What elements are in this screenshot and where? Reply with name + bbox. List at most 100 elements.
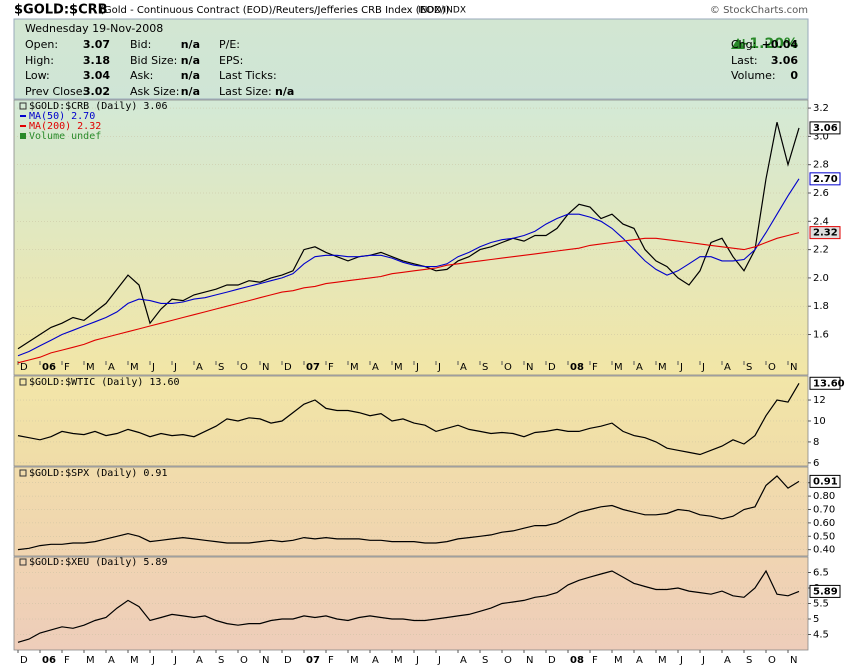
x-tick-label: M (130, 655, 139, 666)
value-tag-label: 0.91 (813, 476, 838, 487)
x-tick-label: D (548, 655, 556, 666)
y-tick-label: 0.40 (813, 545, 835, 556)
x-tick-label: 07 (306, 655, 320, 666)
quote-value: 3.06 (771, 54, 798, 67)
quote-label: Chg: (731, 38, 756, 51)
x-tick-label: J (437, 655, 441, 666)
quote-label: High: (25, 54, 54, 67)
quote-label: Bid Size: (130, 54, 177, 67)
value-tag-label: 5.89 (813, 586, 838, 597)
y-tick-label: 3.0 (813, 131, 829, 142)
x-tick-label: 06 (42, 362, 56, 373)
x-tick-label: F (328, 655, 334, 666)
x-tick-label: S (482, 362, 488, 373)
x-tick-label: D (284, 362, 292, 373)
quote-value: +0.04 (762, 38, 799, 51)
x-tick-label: O (504, 362, 512, 373)
x-tick-label: M (394, 655, 403, 666)
x-tick-label: A (636, 655, 643, 666)
legend-label: $GOLD:$CRB (Daily) 3.06 (29, 101, 167, 112)
y-tick-label: 2.4 (813, 216, 829, 227)
x-tick-label: N (790, 362, 797, 373)
legend-icon (19, 558, 27, 566)
panel: 4.555.566.5D06FMAMJJASOND07FMAMJJASOND08… (13, 556, 841, 666)
quote-value: n/a (181, 69, 200, 82)
legend-label: $GOLD:$XEU (Daily) 5.89 (29, 557, 167, 568)
quote-label: Ask Size: (130, 85, 179, 98)
x-tick-label: N (790, 655, 797, 666)
description: (Gold - Continuous Contract (EOD)/Reuter… (100, 5, 449, 16)
x-tick-label: F (592, 655, 598, 666)
quote-value: n/a (275, 85, 294, 98)
quote-label: Prev Close: (25, 85, 86, 98)
x-tick-label: F (592, 362, 598, 373)
y-tick-label: 0.80 (813, 491, 835, 502)
symbol: $GOLD:$CRB (14, 3, 108, 18)
x-tick-label: M (394, 362, 403, 373)
x-tick-label: A (724, 362, 731, 373)
x-tick-label: M (658, 655, 667, 666)
quote-change-pct: +1.20% (738, 36, 798, 52)
x-tick-label: J (679, 362, 683, 373)
y-tick-label: 5.5 (813, 599, 829, 610)
y-tick-label: 2.2 (813, 245, 829, 256)
x-tick-label: A (108, 362, 115, 373)
x-tick-label: J (437, 362, 441, 373)
x-tick-label: M (614, 655, 623, 666)
x-tick-label: J (151, 362, 155, 373)
x-tick-label: M (658, 362, 667, 373)
x-tick-label: J (173, 655, 177, 666)
x-tick-label: D (548, 362, 556, 373)
series-line (17, 178, 800, 357)
x-tick-label: A (460, 362, 467, 373)
y-tick-label: 1.8 (813, 301, 829, 312)
y-tick-label: 1.6 (813, 330, 829, 341)
x-tick-label: S (482, 655, 488, 666)
x-tick-label: N (262, 655, 269, 666)
quote-value: 3.04 (83, 69, 110, 82)
legend-label: $GOLD:$WTIC (Daily) 13.60 (29, 377, 180, 388)
x-tick-label: O (240, 362, 248, 373)
y-tick-label: 12 (813, 395, 826, 406)
x-tick-label: 08 (570, 655, 584, 666)
value-tag (809, 172, 841, 186)
x-tick-label: N (526, 362, 533, 373)
header: $GOLD:$CRB (Gold - Continuous Contract (… (14, 3, 808, 18)
quote-value: n/a (181, 38, 200, 51)
y-tick-label: 10 (813, 416, 826, 427)
y-tick-label: 6.5 (813, 568, 829, 579)
y-tick-label: 8 (813, 437, 819, 448)
series-line (17, 475, 800, 551)
panel: 6 8 10 12 $GOLD:$WTIC (Daily) 13.60 13.60 (13, 375, 845, 469)
quote-value: 3.02 (83, 85, 110, 98)
value-tag (809, 584, 841, 598)
x-tick-label: J (173, 362, 177, 373)
quote-value: n/a (181, 85, 200, 98)
value-tag (809, 226, 841, 240)
x-tick-label: M (350, 362, 359, 373)
exchange: INDX/INDX (418, 6, 466, 16)
series-line (17, 122, 800, 350)
x-tick-label: D (284, 655, 292, 666)
x-tick-label: F (328, 362, 334, 373)
panel-background (13, 466, 809, 557)
panel: 1.6 1.8 2.0 2.2 2.4 2.6 2.8 3.0 3.2 D 06 F M A M J J A S O N… (13, 99, 841, 376)
legend-note: Volume undef (29, 131, 101, 142)
x-tick-label: M (86, 655, 95, 666)
x-tick-label: F (64, 655, 70, 666)
x-tick-label: A (724, 655, 731, 666)
quote-value: n/a (181, 54, 200, 67)
y-tick-label: 3.2 (813, 103, 829, 114)
value-tag-label: 3.06 (813, 123, 838, 134)
value-tag-label: 13.60 (813, 378, 845, 389)
x-tick-label: S (218, 362, 224, 373)
quote-label: EPS: (219, 54, 243, 67)
x-tick-label: N (526, 655, 533, 666)
value-tag (809, 121, 841, 135)
series-line (17, 382, 800, 456)
x-tick-label: J (415, 362, 419, 373)
x-tick-label: O (768, 655, 776, 666)
quote-box (13, 18, 809, 100)
panel-background (13, 99, 809, 376)
